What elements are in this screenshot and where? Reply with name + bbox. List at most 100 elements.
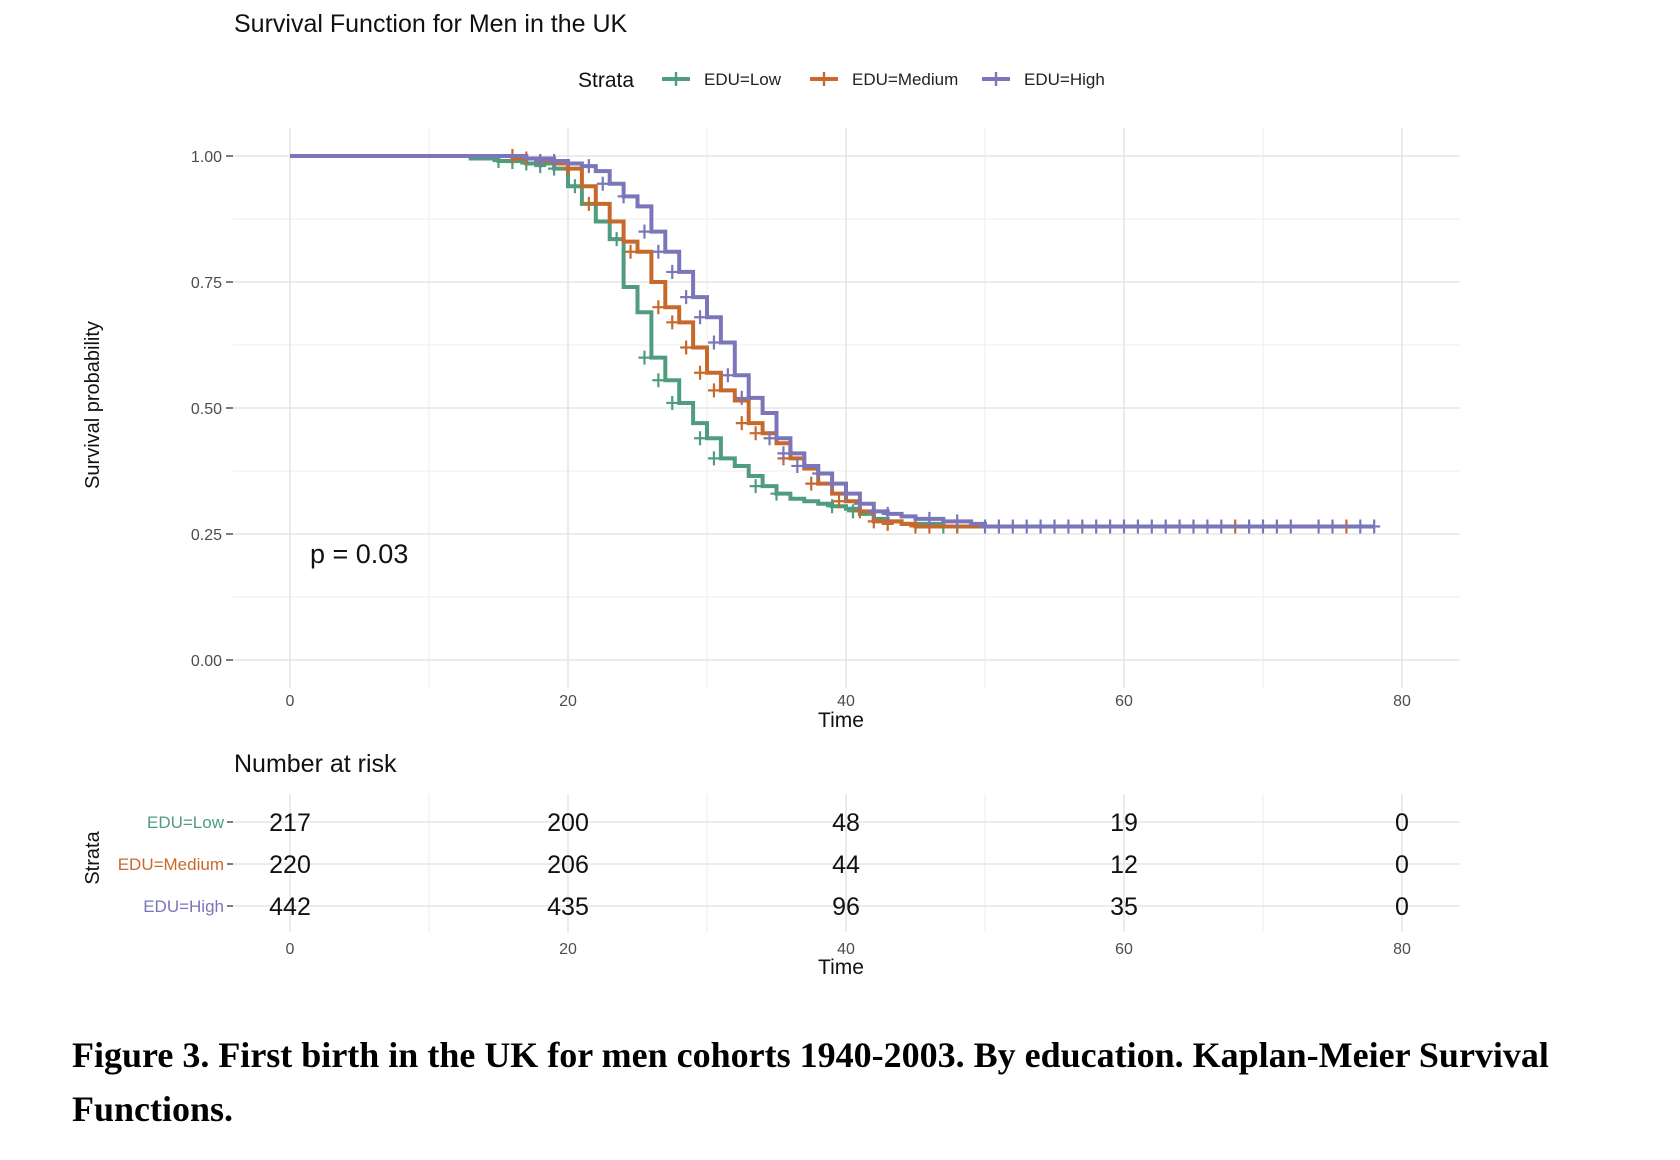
- risk-count-cell: 0: [1395, 809, 1409, 837]
- censor-mark: [791, 458, 804, 473]
- censor-mark: [1104, 519, 1117, 534]
- plot-axes: 0.00 0.25 0.50 0.75 1.00 0 20 40 60 80: [191, 149, 1411, 710]
- y-tick-label: 0.75: [191, 275, 222, 292]
- censor-mark: [582, 196, 595, 211]
- legend-entry-label: EDU=High: [1024, 70, 1105, 89]
- censor-mark: [812, 466, 825, 481]
- censor-mark: [666, 264, 679, 279]
- risk-table-row: EDU=Medium 220 206 44 12 0: [118, 851, 1409, 879]
- censor-mark: [568, 179, 581, 194]
- censor-mark: [694, 310, 707, 325]
- risk-count-cell: 44: [832, 851, 860, 879]
- censor-mark: [638, 350, 651, 365]
- censor-mark: [867, 504, 880, 519]
- series-group: [290, 154, 1381, 534]
- censor-mark: [652, 244, 665, 259]
- censor-mark: [749, 426, 762, 441]
- censor-mark: [1118, 519, 1130, 534]
- censor-mark: [1243, 519, 1256, 534]
- risk-x-tick-label: 40: [837, 941, 855, 958]
- y-axis-label: Survival probability: [82, 321, 104, 489]
- censor-mark: [582, 159, 595, 174]
- censor-mark: [617, 189, 630, 204]
- risk-count-cell: 0: [1395, 893, 1409, 921]
- censor-mark: [1270, 519, 1283, 534]
- censor-mark: [1326, 519, 1339, 534]
- censor-mark: [1159, 519, 1172, 534]
- risk-table-row: EDU=Low 217 200 48 19 0: [147, 809, 1409, 837]
- censor-mark: [1187, 519, 1200, 534]
- censor-mark: [638, 224, 651, 239]
- censor-mark: [1006, 519, 1019, 534]
- risk-row-label: EDU=Medium: [118, 855, 224, 874]
- censor-mark: [1173, 519, 1186, 534]
- risk-x-tick-label: 20: [559, 941, 577, 958]
- censor-mark: [596, 176, 609, 191]
- censor-mark: [707, 335, 720, 350]
- x-tick-label: 20: [559, 693, 577, 710]
- legend: Strata EDU=Low EDU=Medium EDU=High: [578, 69, 1105, 92]
- risk-row-label: EDU=High: [143, 897, 224, 916]
- censor-mark: [1062, 519, 1075, 534]
- censor-mark: [1034, 519, 1047, 534]
- censor-mark: [721, 368, 734, 383]
- x-tick-label: 40: [837, 693, 855, 710]
- risk-count-cell: 35: [1110, 893, 1138, 921]
- y-tick-label: 0.00: [191, 653, 222, 670]
- risk-count-cell: 12: [1110, 851, 1138, 879]
- censor-mark: [666, 315, 679, 330]
- risk-table-grid: [233, 794, 1460, 932]
- censor-mark: [805, 476, 818, 491]
- censor-mark: [763, 431, 776, 446]
- risk-x-tick-label: 80: [1393, 941, 1411, 958]
- risk-count-cell: 0: [1395, 851, 1409, 879]
- y-tick-label: 1.00: [191, 149, 222, 166]
- risk-count-cell: 442: [269, 893, 311, 921]
- censor-mark: [680, 340, 693, 355]
- censor-mark: [534, 154, 547, 169]
- risk-count-cell: 435: [547, 893, 589, 921]
- risk-count-cell: 48: [832, 809, 860, 837]
- censor-mark: [1090, 519, 1103, 534]
- y-tick-label: 0.50: [191, 401, 222, 418]
- censor-mark: [707, 451, 720, 466]
- censor-mark: [826, 499, 839, 514]
- censor-mark: [548, 154, 561, 169]
- risk-count-cell: 200: [547, 809, 589, 837]
- censor-mark: [1076, 519, 1089, 534]
- censor-mark: [652, 373, 665, 388]
- survival-curve-line: [290, 154, 1375, 529]
- censor-mark: [1131, 519, 1144, 534]
- censor-mark: [840, 486, 852, 501]
- legend-entry-label: EDU=Medium: [852, 70, 958, 89]
- risk-count-cell: 206: [547, 851, 589, 879]
- censor-mark: [1257, 519, 1269, 534]
- x-tick-label: 60: [1115, 693, 1133, 710]
- censor-mark: [909, 519, 922, 534]
- chart: Survival Function for Men in the UK Stra…: [82, 10, 1460, 979]
- figure-caption: Figure 3. First birth in the UK for men …: [72, 1035, 1549, 1129]
- legend-entry-label: EDU=Low: [704, 70, 782, 89]
- censor-mark: [979, 519, 991, 534]
- censor-mark: [735, 390, 748, 405]
- censor-mark: [833, 494, 846, 509]
- censor-mark: [1215, 519, 1228, 534]
- censor-mark: [1201, 519, 1214, 534]
- censor-mark: [923, 511, 936, 526]
- y-tick-label: 0.25: [191, 527, 222, 544]
- risk-table-y-label: Strata: [82, 830, 104, 884]
- censor-mark: [1020, 519, 1033, 534]
- censor-mark: [652, 300, 665, 315]
- censor-mark: [1048, 519, 1061, 534]
- censor-mark: [951, 514, 964, 529]
- p-value-label: p = 0.03: [310, 539, 408, 569]
- x-axis-label: Time: [818, 709, 864, 732]
- x-tick-label: 80: [1393, 693, 1411, 710]
- risk-row-label: EDU=Low: [147, 813, 225, 832]
- risk-table-row: EDU=High 442 435 96 35 0: [143, 893, 1409, 921]
- censor-mark: [992, 519, 1005, 534]
- censor-mark: [770, 486, 783, 501]
- risk-count-cell: 19: [1110, 809, 1138, 837]
- censor-mark: [1368, 519, 1381, 534]
- risk-count-cell: 217: [269, 809, 311, 837]
